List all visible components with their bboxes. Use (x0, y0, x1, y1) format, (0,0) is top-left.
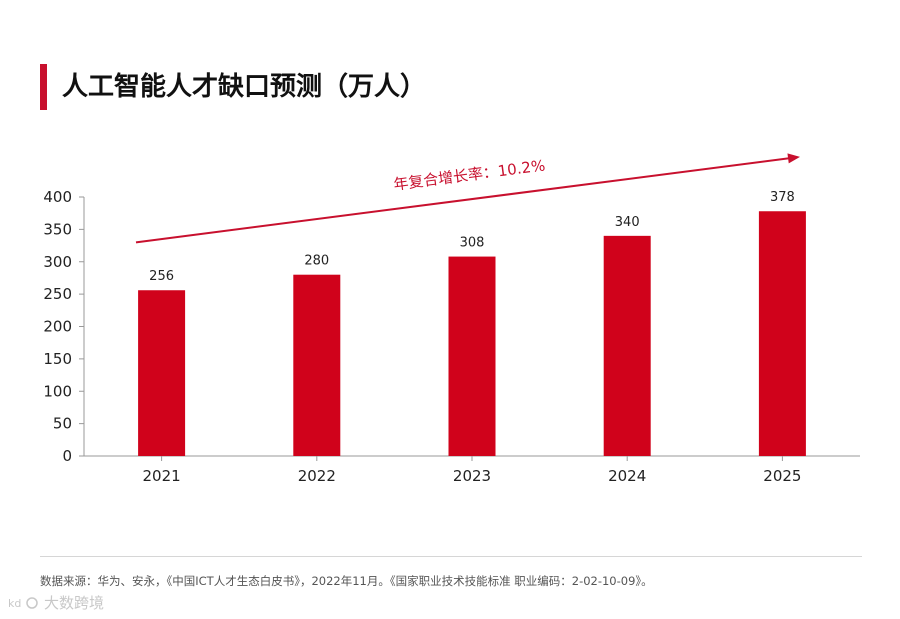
y-tick-label: 50 (53, 415, 72, 433)
data-label-2023: 308 (460, 236, 485, 251)
page-title: 人工智能人才缺口预测（万人） (62, 72, 427, 102)
data-label-2022: 280 (304, 254, 329, 269)
bar-2024 (603, 235, 651, 456)
y-tick-label: 300 (43, 253, 72, 271)
svg-text:kd: kd (8, 597, 21, 610)
y-tick-label: 200 (43, 318, 72, 336)
x-tick-label-2025: 2025 (763, 467, 801, 485)
growth-arrow-line (135, 156, 793, 244)
y-tick-label: 400 (43, 188, 72, 206)
growth-arrow-head-icon (787, 153, 800, 164)
watermark: kd 大数跨境 (8, 592, 104, 613)
y-tick-label: 100 (43, 382, 72, 400)
x-tick-label-2022: 2022 (298, 467, 336, 485)
y-tick-label: 250 (43, 285, 72, 303)
growth-annotation: 年复合增长率：10.2% (393, 156, 547, 193)
bar-2025 (758, 211, 806, 456)
source-note: 数据来源：华为、安永，《中国ICT人才生态白皮书》，2022年11月。《国家职业… (40, 574, 653, 588)
y-tick-label: 0 (62, 447, 72, 465)
bar-2022 (293, 274, 341, 456)
x-tick-label-2024: 2024 (608, 467, 646, 485)
y-tick-label: 350 (43, 220, 72, 238)
watermark-text: 大数跨境 (44, 594, 105, 612)
bar-2023 (448, 256, 496, 456)
y-tick-label: 150 (43, 350, 72, 368)
x-tick-label-2021: 2021 (143, 467, 181, 485)
data-label-2024: 340 (615, 215, 640, 230)
bar-2021 (138, 290, 186, 456)
kd-logo-icon: kd (8, 597, 38, 610)
data-label-2025: 378 (770, 190, 795, 205)
title-accent-bar (40, 64, 47, 110)
data-label-2021: 256 (149, 269, 174, 284)
bar-chart: 0 50 100 150 200 250 300 350 400 256 2021 280 2022 30… (43, 153, 860, 485)
x-tick-label-2023: 2023 (453, 467, 491, 485)
footer-divider (40, 556, 862, 557)
